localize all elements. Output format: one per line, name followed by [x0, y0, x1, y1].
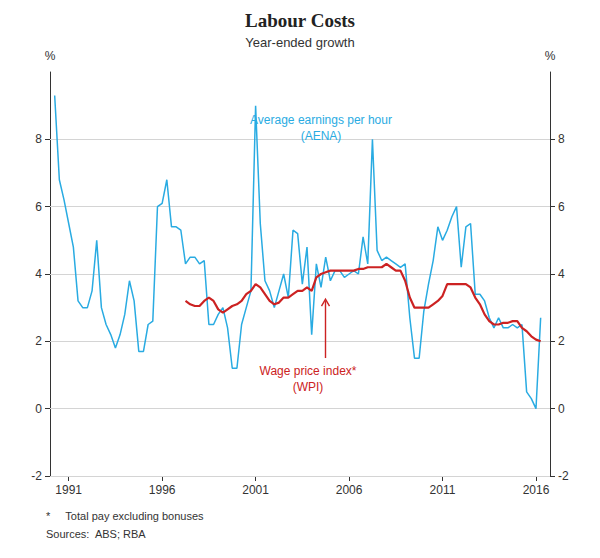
svg-text:4: 4	[35, 267, 42, 281]
svg-text:4: 4	[558, 267, 565, 281]
svg-text:2: 2	[35, 334, 42, 348]
svg-text:-2: -2	[558, 469, 569, 483]
svg-text:(AENA): (AENA)	[301, 129, 342, 143]
svg-text:-2: -2	[31, 469, 42, 483]
svg-text:Wage price index*: Wage price index*	[260, 364, 357, 378]
svg-text:Year-ended growth: Year-ended growth	[245, 35, 354, 50]
svg-text:2001: 2001	[242, 483, 269, 497]
svg-text:2011: 2011	[430, 483, 456, 497]
svg-text:(WPI): (WPI)	[293, 380, 324, 394]
svg-text:0: 0	[35, 402, 42, 416]
svg-text:8: 8	[558, 132, 565, 146]
svg-text:1996: 1996	[149, 483, 176, 497]
svg-text:1991: 1991	[55, 483, 82, 497]
svg-text:%: %	[45, 49, 56, 63]
svg-text:Average earnings per hour: Average earnings per hour	[250, 113, 392, 127]
svg-text:6: 6	[35, 200, 42, 214]
svg-text:%: %	[545, 49, 556, 63]
svg-text:* Total pay excluding bonu: * Total pay excluding bonuses	[46, 510, 204, 522]
svg-text:2016: 2016	[523, 483, 550, 497]
svg-text:2006: 2006	[336, 483, 363, 497]
svg-text:Sources: ABS; RBA: Sources: ABS; RBA	[46, 528, 146, 540]
svg-text:Labour Costs: Labour Costs	[245, 10, 355, 31]
svg-text:6: 6	[558, 200, 565, 214]
svg-text:0: 0	[558, 402, 565, 416]
svg-text:8: 8	[35, 132, 42, 146]
svg-text:2: 2	[558, 334, 565, 348]
